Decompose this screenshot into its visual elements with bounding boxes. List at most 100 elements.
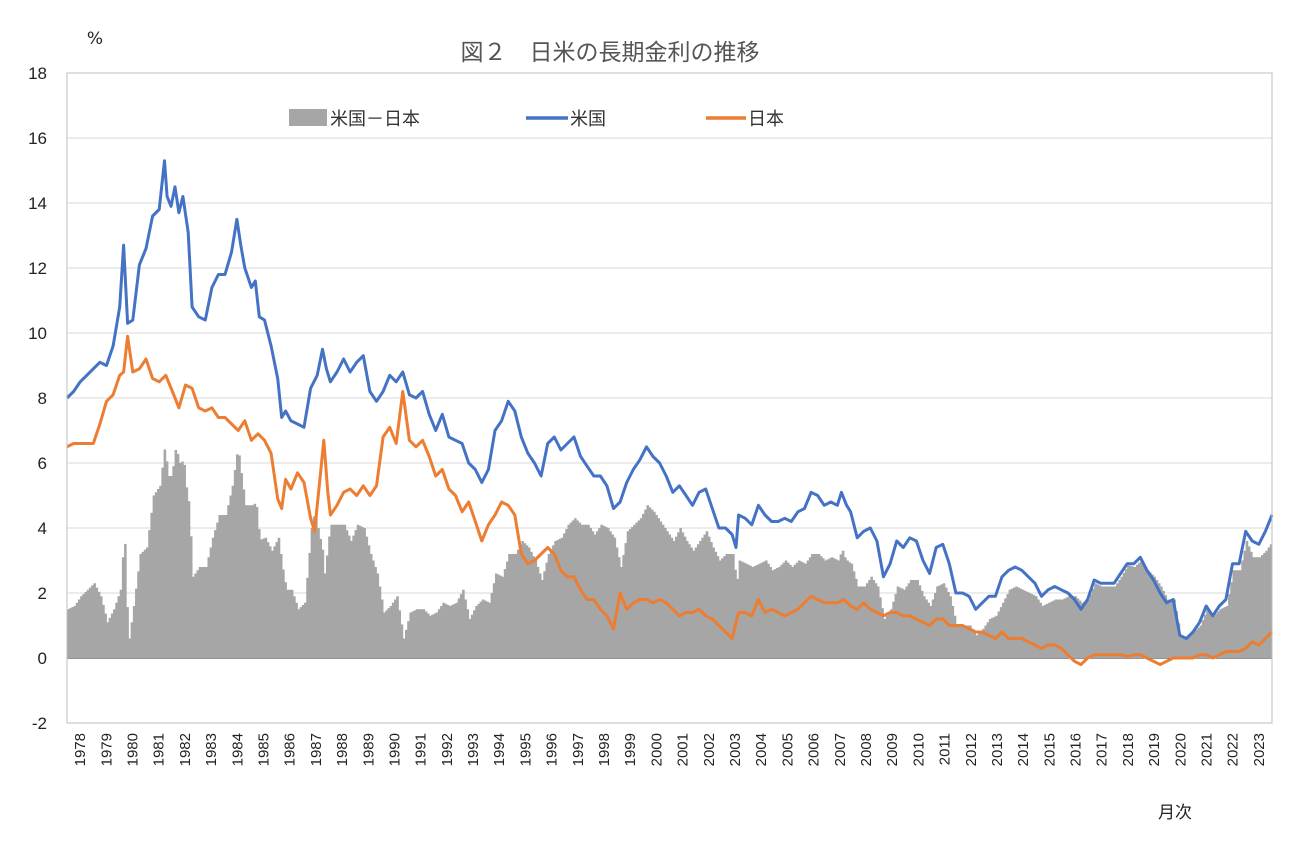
difference-bar <box>433 613 437 658</box>
x-tick-label: 1990 <box>386 733 403 766</box>
difference-bar <box>429 615 432 658</box>
difference-bar <box>490 593 494 658</box>
difference-bar <box>1230 582 1233 658</box>
difference-bar <box>374 567 377 658</box>
difference-bar <box>848 562 851 658</box>
difference-bar <box>378 586 382 658</box>
difference-bar <box>646 505 650 658</box>
difference-bar <box>567 524 571 658</box>
difference-bar <box>332 524 336 658</box>
difference-bar <box>290 589 294 658</box>
difference-bar <box>451 604 454 658</box>
difference-bar <box>909 580 913 658</box>
x-tick-label: 1995 <box>517 733 534 766</box>
difference-bar <box>769 567 772 658</box>
x-tick-label: 1989 <box>360 733 377 766</box>
difference-bar <box>819 556 823 658</box>
difference-bar <box>721 558 724 658</box>
difference-bar <box>1065 597 1069 658</box>
difference-bar <box>1045 603 1049 658</box>
difference-bar <box>725 554 729 658</box>
difference-bar <box>198 567 202 658</box>
difference-bar <box>1054 599 1058 658</box>
difference-bar <box>121 557 125 658</box>
difference-bar <box>920 590 924 658</box>
difference-bar <box>251 505 254 658</box>
difference-bar <box>1160 586 1163 658</box>
difference-bar <box>253 503 257 658</box>
difference-bar <box>369 554 373 658</box>
difference-bar <box>306 577 309 658</box>
difference-bar <box>315 510 318 658</box>
difference-bar <box>464 599 467 658</box>
difference-bar <box>154 492 158 658</box>
series-lines <box>65 159 1274 666</box>
difference-bar <box>1028 593 1031 658</box>
difference-bar <box>185 487 189 658</box>
difference-bar <box>163 449 167 658</box>
difference-bar <box>512 554 516 658</box>
difference-bar <box>257 529 261 658</box>
difference-bar <box>584 524 588 658</box>
difference-bar <box>659 521 663 658</box>
difference-bar <box>734 569 737 658</box>
x-tick-label: 2005 <box>779 733 796 766</box>
x-tick-label: 2021 <box>1199 733 1216 766</box>
difference-bar <box>1182 636 1185 658</box>
x-tick-label: 1996 <box>544 733 561 766</box>
difference-bar <box>80 596 83 658</box>
difference-bar <box>923 596 926 658</box>
difference-bar <box>802 562 805 658</box>
difference-bar <box>887 612 891 658</box>
difference-bar <box>740 561 744 658</box>
difference-bar <box>642 513 645 658</box>
difference-bar <box>653 511 656 658</box>
difference-bar <box>514 554 518 658</box>
x-tick-label: 2002 <box>701 733 718 766</box>
difference-bar <box>655 515 658 658</box>
difference-bar <box>1015 586 1018 658</box>
difference-bar <box>1232 570 1236 658</box>
difference-bar <box>339 524 342 658</box>
difference-bar <box>367 545 371 658</box>
difference-bar <box>113 609 116 658</box>
us-yield-line <box>65 159 1274 640</box>
difference-bar <box>1247 546 1251 658</box>
difference-bar <box>633 524 636 658</box>
difference-bar <box>492 583 496 658</box>
legend-label-japan: 日本 <box>748 109 784 130</box>
difference-bar <box>958 625 961 658</box>
difference-bar <box>688 544 691 658</box>
difference-bar <box>411 611 415 658</box>
difference-bar <box>683 536 687 658</box>
difference-bar <box>1048 602 1051 658</box>
difference-bar <box>194 573 197 658</box>
difference-bar <box>839 554 843 658</box>
difference-bar <box>536 567 540 658</box>
difference-bar <box>1092 588 1095 658</box>
difference-bar <box>422 609 426 658</box>
difference-bar <box>183 464 186 658</box>
difference-bar <box>694 547 698 658</box>
difference-bar <box>108 617 112 658</box>
difference-bar <box>389 606 393 658</box>
difference-bar <box>648 507 652 658</box>
difference-bar <box>1166 599 1170 658</box>
difference-bar <box>1138 562 1141 658</box>
difference-bar <box>1214 613 1218 658</box>
difference-bar <box>321 549 325 658</box>
legend-swatch-difference <box>289 109 327 126</box>
difference-bar <box>207 557 211 658</box>
difference-bar <box>203 567 206 658</box>
difference-bar <box>1221 608 1225 658</box>
difference-bar <box>181 461 184 658</box>
difference-bar <box>1129 565 1132 658</box>
x-tick-label: 2012 <box>963 733 980 766</box>
difference-bar <box>317 528 320 658</box>
difference-bar <box>143 549 147 658</box>
difference-bar <box>587 524 590 658</box>
difference-bar <box>549 549 553 658</box>
x-axis-ticks: 1978 1979 1980 1981 1982 1983 1984 1985 1986 1987… <box>72 733 1268 766</box>
difference-bar <box>949 596 952 658</box>
difference-bar <box>637 520 641 658</box>
